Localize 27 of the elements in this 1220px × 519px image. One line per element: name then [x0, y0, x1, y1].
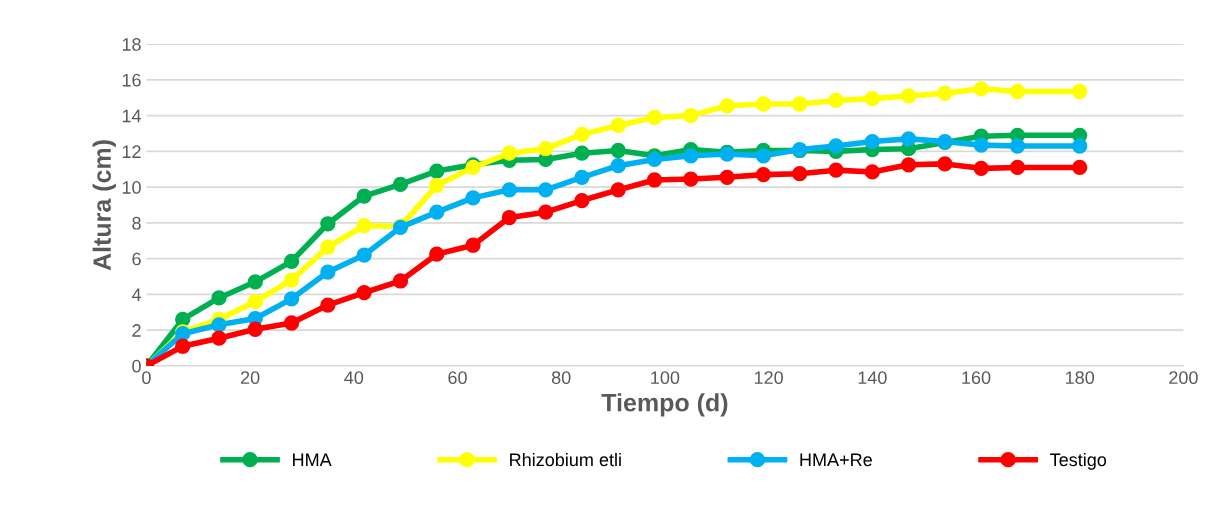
x-axis-title: Tiempo (d) — [601, 393, 728, 417]
y-tick-label: 8 — [132, 216, 141, 230]
x-tick-label: 0 — [142, 371, 151, 385]
x-tick-label: 40 — [344, 371, 364, 385]
x-tick-label: 160 — [962, 371, 991, 385]
y-tick-label: 4 — [131, 288, 142, 301]
legend-label: Testigo — [1050, 452, 1107, 470]
x-tick-label: 200 — [1169, 371, 1198, 385]
y-tick-label: 14 — [122, 109, 142, 123]
x-tick-label: 180 — [1066, 371, 1095, 385]
x-tick-label: 120 — [754, 371, 783, 385]
legend-label: HMA+Re — [800, 453, 872, 467]
legend-label: Rhizobium etli — [510, 452, 621, 467]
y-tick-label: 16 — [122, 73, 141, 87]
y-tick-label: 18 — [122, 38, 141, 51]
x-tick-label: 20 — [240, 371, 260, 385]
x-tick-label: 140 — [858, 371, 887, 385]
y-tick-label: 10 — [122, 181, 141, 194]
y-tick-label: 12 — [122, 145, 141, 158]
x-tick-label: 80 — [551, 371, 571, 385]
y-tick-label: 6 — [132, 252, 141, 266]
y-tick-label: 0 — [132, 359, 141, 373]
legend-label: HMA — [293, 453, 332, 467]
x-tick-label: 100 — [651, 371, 680, 385]
x-tick-label: 60 — [448, 371, 467, 385]
y-axis-title: Altura (cm) — [92, 140, 116, 271]
y-tick-label: 2 — [132, 324, 141, 337]
